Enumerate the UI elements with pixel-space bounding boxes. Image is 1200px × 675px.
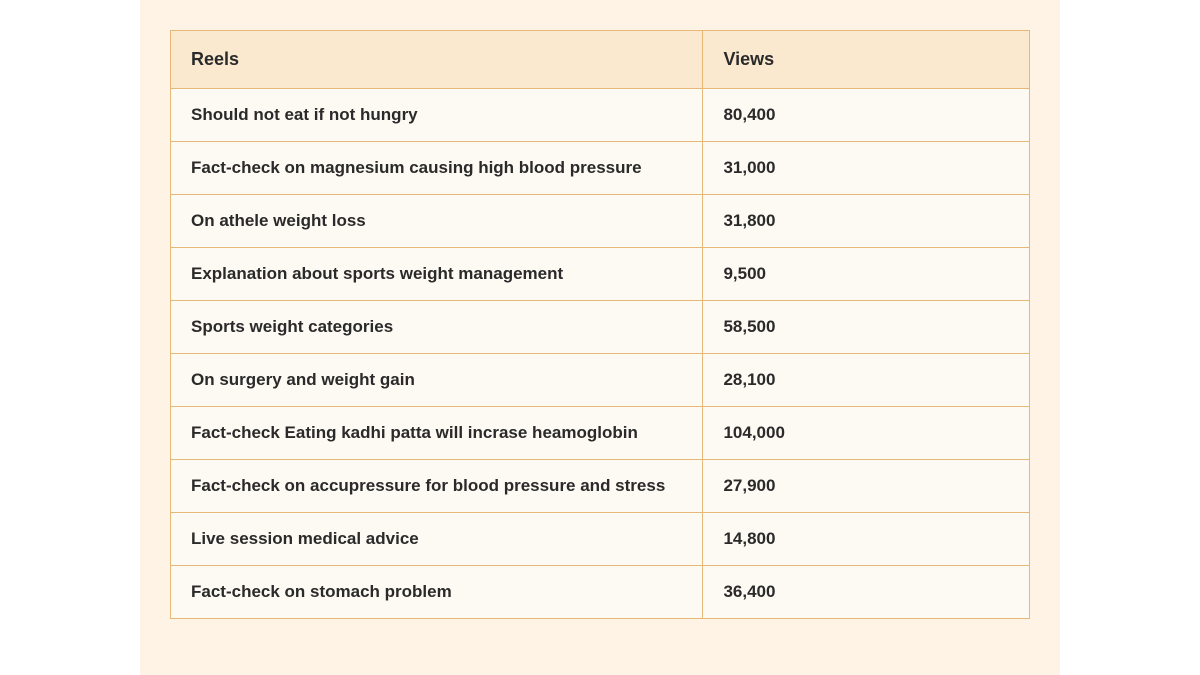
views-cell: 14,800: [703, 513, 1029, 566]
right-white-strip: [1060, 0, 1200, 675]
col-header-reels: Reels: [171, 31, 703, 89]
table-row: Fact-check on accupressure for blood pre…: [171, 460, 1029, 513]
views-cell: 27,900: [703, 460, 1029, 513]
table-row: Sports weight categories 58,500: [171, 301, 1029, 354]
reel-cell: On surgery and weight gain: [171, 354, 703, 407]
views-cell: 58,500: [703, 301, 1029, 354]
table-row: Should not eat if not hungry 80,400: [171, 89, 1029, 142]
table-row: On athele weight loss 31,800: [171, 195, 1029, 248]
table-header-row: Reels Views: [171, 31, 1029, 89]
col-header-views: Views: [703, 31, 1029, 89]
table-row: Fact-check on stomach problem 36,400: [171, 566, 1029, 619]
views-cell: 31,000: [703, 142, 1029, 195]
reel-cell: Fact-check Eating kadhi patta will incra…: [171, 407, 703, 460]
views-cell: 36,400: [703, 566, 1029, 619]
reels-views-table-container: Reels Views Should not eat if not hungry…: [170, 30, 1030, 619]
table-row: Fact-check Eating kadhi patta will incra…: [171, 407, 1029, 460]
reel-cell: Sports weight categories: [171, 301, 703, 354]
reels-views-table: Reels Views Should not eat if not hungry…: [171, 31, 1029, 618]
views-cell: 28,100: [703, 354, 1029, 407]
reel-cell: Fact-check on magnesium causing high blo…: [171, 142, 703, 195]
table-row: Live session medical advice 14,800: [171, 513, 1029, 566]
left-white-strip: [0, 0, 140, 675]
table-row: Fact-check on magnesium causing high blo…: [171, 142, 1029, 195]
reel-cell: Should not eat if not hungry: [171, 89, 703, 142]
table-row: Explanation about sports weight manageme…: [171, 248, 1029, 301]
views-cell: 104,000: [703, 407, 1029, 460]
views-cell: 80,400: [703, 89, 1029, 142]
reel-cell: Explanation about sports weight manageme…: [171, 248, 703, 301]
reel-cell: Fact-check on accupressure for blood pre…: [171, 460, 703, 513]
reel-cell: On athele weight loss: [171, 195, 703, 248]
views-cell: 31,800: [703, 195, 1029, 248]
reel-cell: Fact-check on stomach problem: [171, 566, 703, 619]
reel-cell: Live session medical advice: [171, 513, 703, 566]
views-cell: 9,500: [703, 248, 1029, 301]
table-row: On surgery and weight gain 28,100: [171, 354, 1029, 407]
